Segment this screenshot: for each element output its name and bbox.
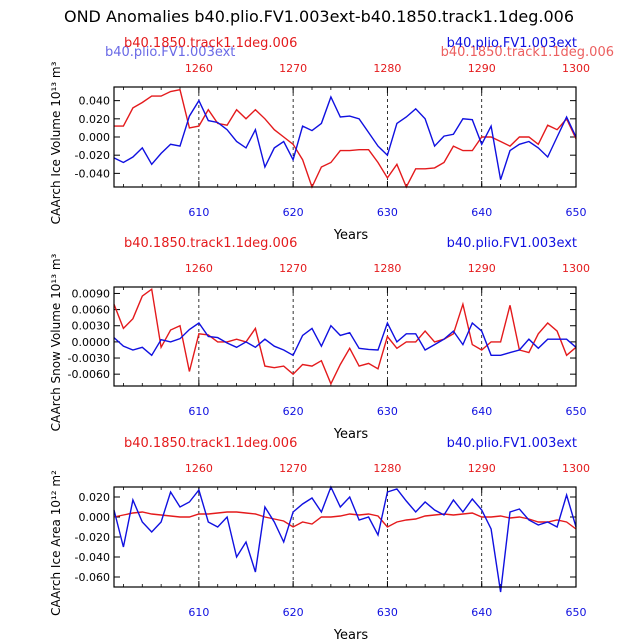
x-axis-label: Years [333, 628, 369, 639]
top-x-tick-label: 1300 [562, 462, 590, 475]
x-tick-label: 650 [566, 405, 587, 418]
y-tick-label: 0.0060 [72, 304, 111, 317]
series-line-pliocene [113, 485, 577, 593]
y-tick-label: 0.020 [79, 113, 111, 126]
y-tick-label: 0.0030 [72, 320, 111, 333]
top-x-tick-label: 1270 [279, 462, 307, 475]
x-tick-label: 610 [188, 405, 209, 418]
series-line-pliocene [113, 95, 577, 180]
legend-left: b40.1850.track1.1deg.006 [124, 236, 297, 251]
top-x-tick-label: 1280 [373, 62, 401, 75]
figure-title: OND Anomalies b40.plio.FV1.003ext-b40.18… [64, 7, 574, 26]
x-tick-label: 620 [283, 606, 304, 619]
y-axis-label: CAArch Ice Area 10¹² m² [49, 470, 63, 616]
plot-frame [113, 86, 577, 188]
y-tick-label: 0.000 [79, 131, 111, 144]
x-tick-label: 610 [188, 606, 209, 619]
x-tick-label: 620 [283, 206, 304, 219]
panel-3: 610 1260 620 1270 630 1280 640 1290 650 1300 0.020… [49, 436, 590, 639]
top-x-tick-label: 1290 [468, 462, 496, 475]
y-tick-label: -0.040 [75, 551, 110, 564]
x-tick-label: 610 [188, 206, 209, 219]
top-x-tick-label: 1300 [562, 62, 590, 75]
x-tick-label: 650 [566, 206, 587, 219]
plot-frame [113, 286, 577, 387]
x-axis-label: Years [333, 427, 369, 442]
y-tick-label: -0.040 [75, 167, 110, 180]
top-x-tick-label: 1290 [468, 262, 496, 275]
y-tick-label: -0.020 [75, 149, 110, 162]
x-tick-label: 650 [566, 606, 587, 619]
top-x-tick-label: 1280 [373, 262, 401, 275]
x-tick-label: 640 [471, 405, 492, 418]
top-x-tick-label: 1280 [373, 462, 401, 475]
top-x-tick-label: 1290 [468, 62, 496, 75]
y-tick-label: -0.020 [75, 531, 110, 544]
y-axis-label: CAArch Snow Volume 10¹³ m³ [49, 253, 63, 431]
series-line-control [114, 88, 577, 189]
panel-1: 610 1260 620 1270 630 1280 640 1290 650 1300 0.040… [49, 36, 614, 243]
legend-ghost-left: b40.plio.FV1.003ext [105, 45, 235, 60]
y-tick-label: -0.0030 [68, 352, 110, 365]
x-tick-label: 620 [283, 405, 304, 418]
series-line-pliocene [113, 321, 577, 357]
y-tick-label: 0.000 [79, 511, 111, 524]
panel-2: 610 1260 620 1270 630 1280 640 1290 650 1300 0.009… [49, 236, 590, 442]
x-tick-label: 630 [377, 606, 398, 619]
top-x-tick-label: 1260 [185, 462, 213, 475]
y-tick-label: 0.020 [79, 491, 111, 504]
legend-ghost-right: b40.1850.track1.1deg.006 [441, 45, 614, 60]
x-tick-label: 640 [471, 206, 492, 219]
y-tick-label: -0.0060 [68, 368, 110, 381]
legend-right: b40.plio.FV1.003ext [447, 36, 577, 51]
x-tick-label: 630 [377, 206, 398, 219]
top-x-tick-label: 1260 [185, 62, 213, 75]
y-tick-label: -0.060 [75, 571, 110, 584]
series-line-control [113, 287, 577, 386]
x-tick-label: 640 [471, 606, 492, 619]
legend-right: b40.plio.FV1.003ext [447, 436, 577, 451]
legend-right: b40.plio.FV1.003ext [447, 236, 577, 251]
panels: 610 1260 620 1270 630 1280 640 1290 650 1300 0.040… [49, 36, 614, 639]
y-axis-label: CAArch Ice Volume 10¹³ m³ [49, 61, 63, 224]
legend-left: b40.1850.track1.1deg.006 [124, 436, 297, 451]
top-x-tick-label: 1270 [279, 62, 307, 75]
top-x-tick-label: 1270 [279, 262, 307, 275]
x-tick-label: 630 [377, 405, 398, 418]
y-tick-label: 0.0090 [72, 287, 111, 300]
y-tick-label: 0.0000 [72, 336, 111, 349]
plot-frame [113, 486, 577, 588]
x-axis-label: Years [333, 228, 369, 243]
series-line-control [113, 511, 577, 530]
y-tick-label: 0.040 [79, 95, 111, 108]
top-x-tick-label: 1260 [185, 262, 213, 275]
legend-left: b40.1850.track1.1deg.006 [124, 36, 297, 51]
top-x-tick-label: 1300 [562, 262, 590, 275]
